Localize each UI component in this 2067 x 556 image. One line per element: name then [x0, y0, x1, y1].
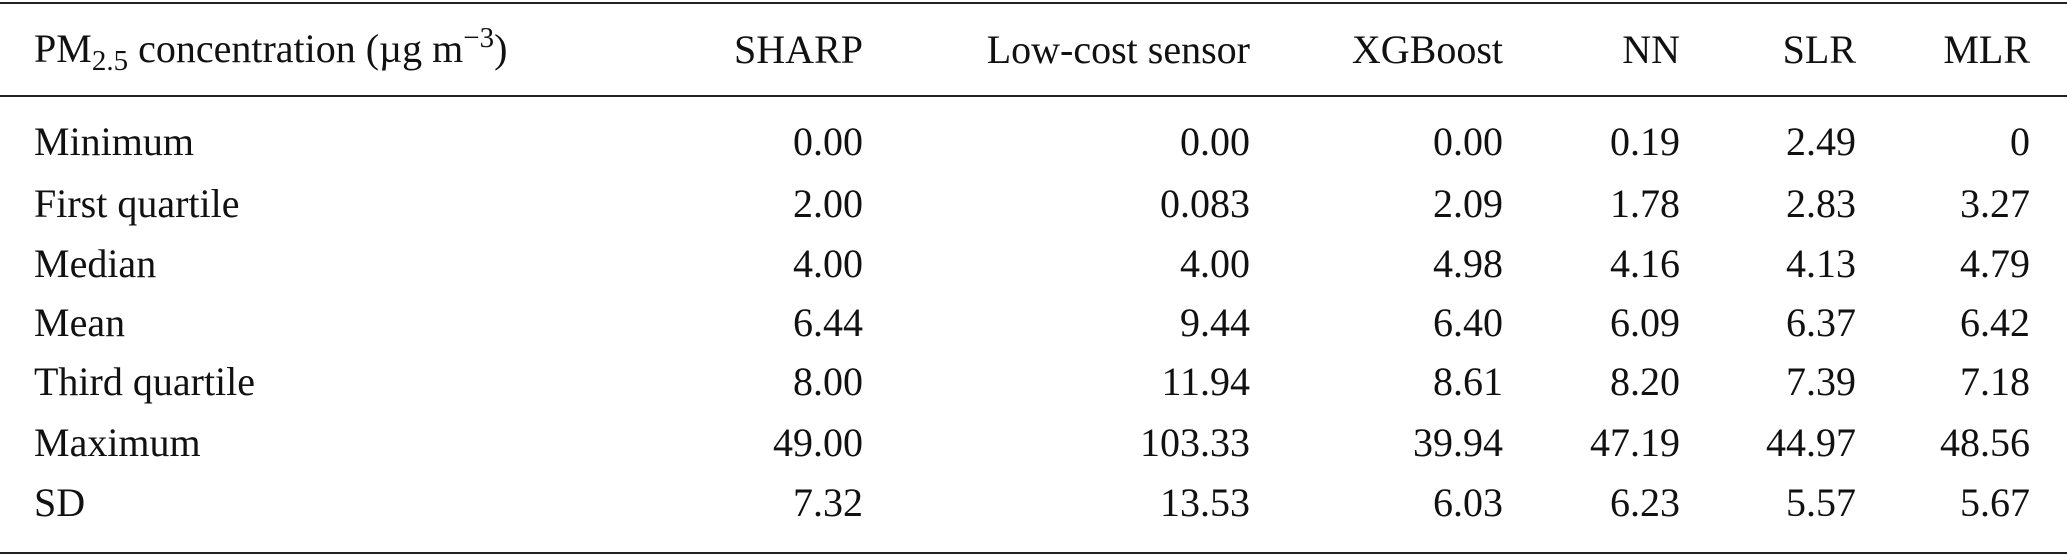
cell-value: 0.00 — [1180, 119, 1250, 164]
cell-value: 49.00 — [773, 420, 863, 465]
column-header: SLR — [1782, 27, 1856, 72]
cell-value: 2.49 — [1786, 119, 1856, 164]
cell-value: 48.56 — [1940, 420, 2030, 465]
cell-value: 4.00 — [1180, 241, 1250, 286]
cell-value: 7.32 — [793, 480, 863, 525]
row-label: First quartile — [34, 181, 240, 226]
cell-value: 0.00 — [793, 119, 863, 164]
cell-value: 4.98 — [1433, 241, 1503, 286]
column-header: MLR — [1943, 27, 2030, 72]
cell-value: 2.00 — [793, 181, 863, 226]
cell-value: 4.00 — [793, 241, 863, 286]
cell-value: 3.27 — [1960, 181, 2030, 226]
cell-value: 8.20 — [1610, 359, 1680, 404]
cell-value: 2.09 — [1433, 181, 1503, 226]
cell-value: 39.94 — [1413, 420, 1503, 465]
subscript: 2.5 — [91, 45, 129, 77]
cell-value: 6.09 — [1610, 300, 1680, 345]
cell-value: 0 — [2010, 119, 2030, 164]
column-header: XGBoost — [1351, 27, 1503, 72]
row-label: Median — [34, 241, 157, 286]
cell-value: 2.83 — [1786, 181, 1856, 226]
cell-value: 4.79 — [1960, 241, 2030, 286]
row-label: Third quartile — [34, 359, 256, 404]
cell-value: 6.42 — [1960, 300, 2030, 345]
header-text: PM — [34, 26, 92, 71]
superscript: −3 — [463, 22, 495, 54]
cell-value: 1.78 — [1610, 181, 1680, 226]
row-label: SD — [34, 480, 86, 525]
cell-value: 0.19 — [1610, 119, 1680, 164]
cell-value: 6.23 — [1610, 480, 1680, 525]
cell-value: 7.18 — [1960, 359, 2030, 404]
cell-value: 4.16 — [1610, 241, 1680, 286]
cell-value: 6.03 — [1433, 480, 1503, 525]
cell-value: 5.57 — [1786, 480, 1856, 525]
cell-value: 13.53 — [1160, 480, 1250, 525]
row-label: Minimum — [34, 119, 195, 164]
header-text: ) — [494, 26, 508, 71]
top-rule — [0, 2, 2067, 4]
row-label: Mean — [34, 300, 126, 345]
cell-value: 0.083 — [1160, 181, 1250, 226]
cell-value: 47.19 — [1590, 420, 1680, 465]
row-label: Maximum — [34, 420, 201, 465]
bottom-rule — [0, 552, 2067, 554]
cell-value: 11.94 — [1161, 359, 1250, 404]
mid-rule — [0, 95, 2067, 97]
cell-value: 5.67 — [1960, 480, 2030, 525]
cell-value: 8.61 — [1433, 359, 1503, 404]
column-header: NN — [1622, 27, 1680, 72]
cell-value: 9.44 — [1180, 300, 1250, 345]
column-header: SHARP — [734, 27, 863, 72]
cell-value: 44.97 — [1766, 420, 1856, 465]
cell-value: 7.39 — [1786, 359, 1856, 404]
cell-value: 4.13 — [1786, 241, 1856, 286]
header-text: concentration (µg m — [128, 26, 464, 71]
cell-value: 0.00 — [1433, 119, 1503, 164]
header-first: PM2.5 concentration (µg m−3) — [34, 24, 507, 76]
cell-value: 8.00 — [793, 359, 863, 404]
cell-value: 6.37 — [1786, 300, 1856, 345]
cell-value: 103.33 — [1140, 420, 1250, 465]
cell-value: 6.44 — [793, 300, 863, 345]
column-header: Low-cost sensor — [986, 27, 1250, 72]
cell-value: 6.40 — [1433, 300, 1503, 345]
